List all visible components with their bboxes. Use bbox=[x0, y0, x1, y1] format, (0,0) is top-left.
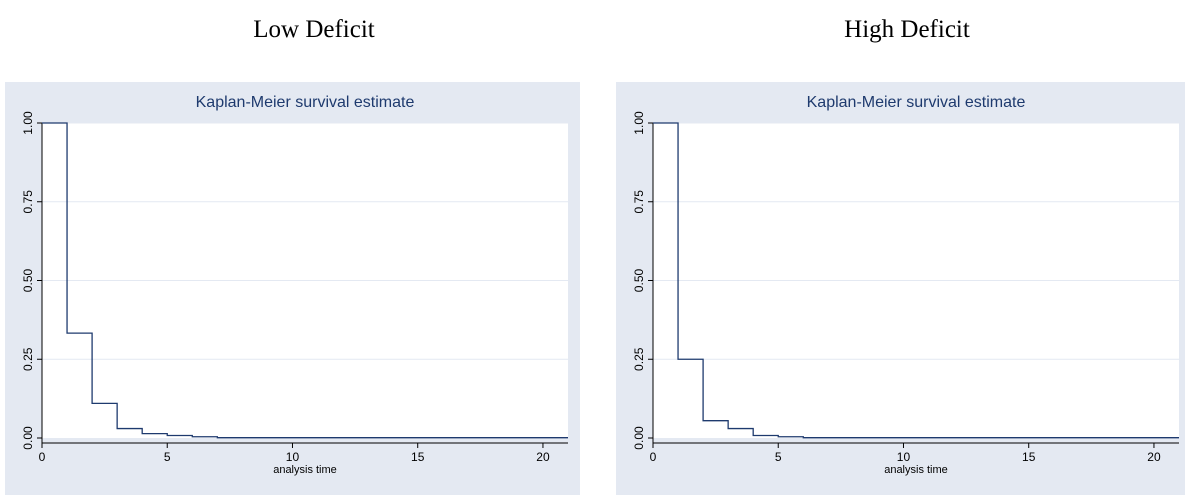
x-tick-label-low-deficit-3: 15 bbox=[411, 450, 425, 464]
y-tick-label-high-deficit-0: 0.00 bbox=[632, 426, 646, 450]
y-tick-label-high-deficit-3: 0.75 bbox=[632, 190, 646, 214]
km-chart-high-deficit: Kaplan-Meier survival estimate 0.00 0.25 0.… bbox=[616, 82, 1185, 495]
y-tick-label-low-deficit-3: 0.75 bbox=[21, 190, 35, 214]
y-tick-label-low-deficit-0: 0.00 bbox=[21, 426, 35, 450]
x-tick-label-low-deficit-4: 20 bbox=[536, 450, 550, 464]
chart-panel-high-deficit: Kaplan-Meier survival estimate 0.00 0.25 0.… bbox=[616, 82, 1185, 495]
heading-low-deficit: Low Deficit bbox=[253, 16, 375, 43]
km-chart-low-deficit: Kaplan-Meier survival estimate 0.00 0.25 0.… bbox=[5, 82, 580, 495]
x-tick-label-low-deficit-1: 5 bbox=[164, 450, 171, 464]
y-tick-label-high-deficit-1: 0.25 bbox=[632, 347, 646, 371]
x-axis-label-low-deficit: analysis time bbox=[273, 464, 337, 476]
chart-title-low-deficit: Kaplan-Meier survival estimate bbox=[196, 94, 415, 111]
y-tick-label-low-deficit-1: 0.25 bbox=[21, 347, 35, 371]
heading-high-deficit: High Deficit bbox=[844, 16, 970, 43]
y-tick-label-low-deficit-2: 0.50 bbox=[21, 268, 35, 292]
x-tick-label-low-deficit-0: 0 bbox=[39, 450, 46, 464]
x-tick-label-high-deficit-2: 10 bbox=[897, 450, 911, 464]
chart-title-high-deficit: Kaplan-Meier survival estimate bbox=[807, 94, 1026, 111]
y-tick-label-high-deficit-4: 1.00 bbox=[632, 111, 646, 135]
x-tick-label-high-deficit-1: 5 bbox=[775, 450, 782, 464]
survival-curve-low-deficit-0 bbox=[42, 122, 568, 439]
x-tick-label-high-deficit-3: 15 bbox=[1022, 450, 1036, 464]
x-tick-label-low-deficit-2: 10 bbox=[286, 450, 300, 464]
y-tick-label-low-deficit-4: 1.00 bbox=[21, 111, 35, 135]
y-tick-label-high-deficit-2: 0.50 bbox=[632, 268, 646, 292]
x-tick-label-high-deficit-0: 0 bbox=[650, 450, 657, 464]
survival-curve-high-deficit-0 bbox=[653, 122, 1179, 439]
x-tick-label-high-deficit-4: 20 bbox=[1147, 450, 1161, 464]
x-axis-label-high-deficit: analysis time bbox=[884, 464, 948, 476]
chart-panel-low-deficit: Kaplan-Meier survival estimate 0.00 0.25 0.… bbox=[5, 82, 580, 495]
